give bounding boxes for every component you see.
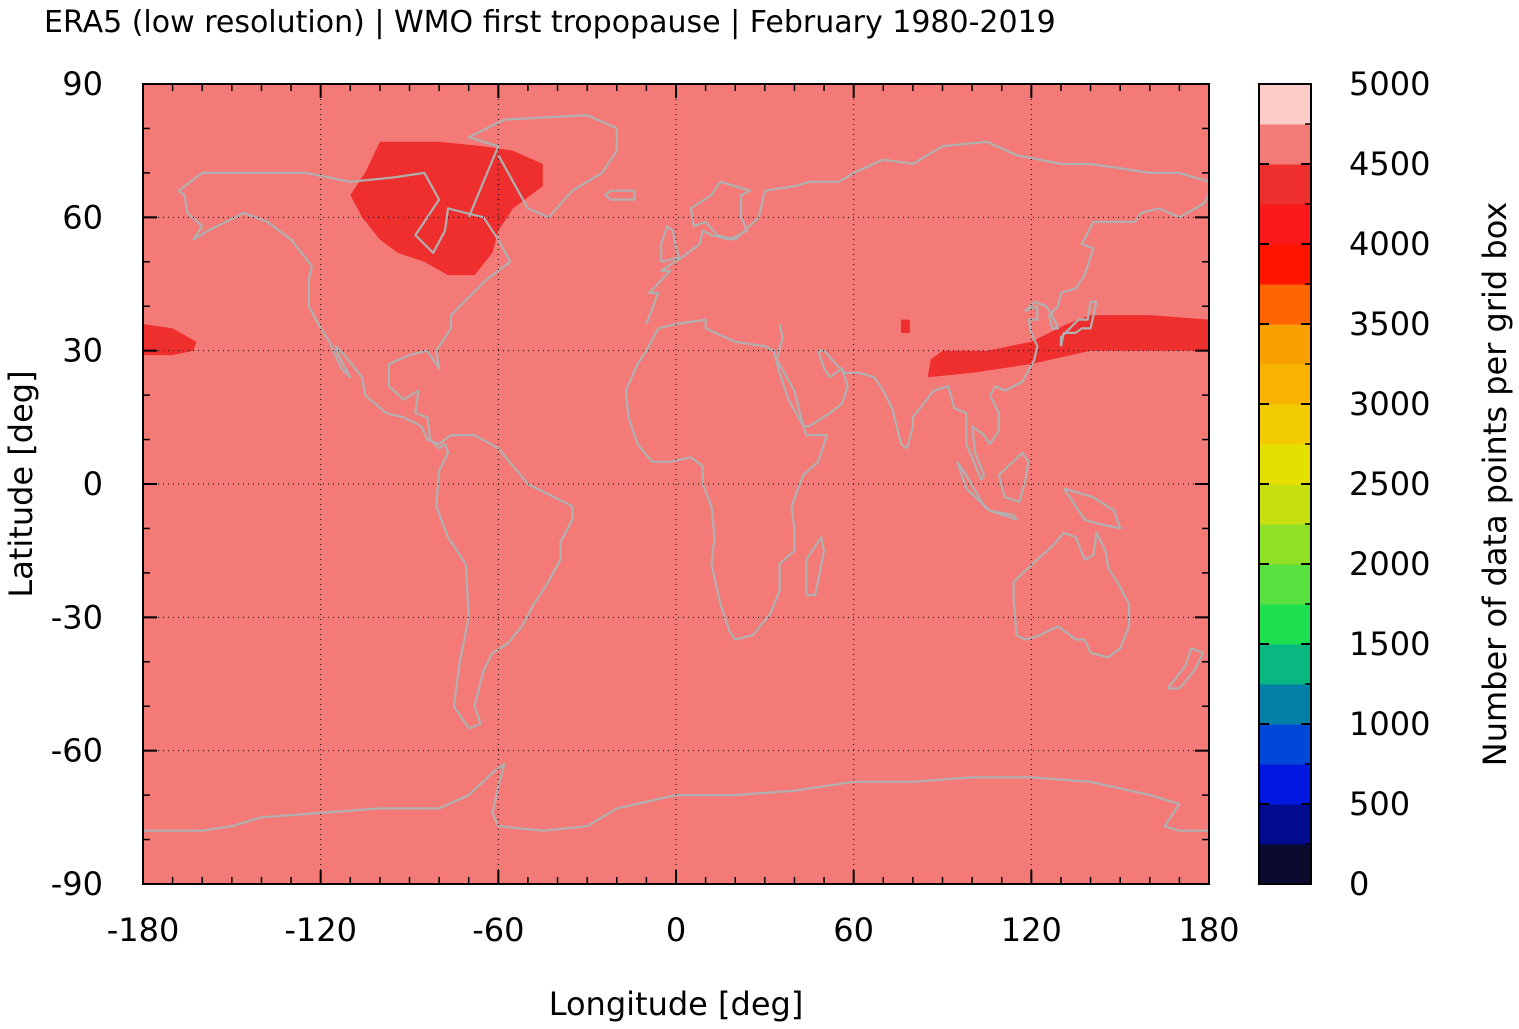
colorbar-swatch-9: [1259, 484, 1311, 525]
y-tick-label: 0: [83, 465, 103, 503]
colorbar-swatch-13: [1259, 324, 1311, 365]
colorbar-tick-label: 5000: [1349, 65, 1430, 103]
coastline-15: [604, 189, 636, 201]
colorbar-swatch-2: [1259, 764, 1311, 805]
x-tick-label: -120: [284, 911, 357, 949]
heatmap-region-0: [350, 141, 543, 276]
chart-title: ERA5 (low resolution) | WMO first tropop…: [44, 5, 1056, 40]
coastline-9: [997, 451, 1030, 503]
colorbar-swatch-14: [1259, 284, 1311, 325]
colorbar-tick-label: 500: [1349, 785, 1410, 823]
colorbar-swatch-18: [1259, 124, 1311, 165]
coastline-14: [660, 225, 681, 263]
colorbar-tick-label: 4000: [1349, 225, 1430, 263]
colorbar: 0 500 1000 1500 2000 2500 3000 3500 4000 4500 5000: [1258, 65, 1430, 903]
y-axis-ticks: 90 60 30 0 -30 -60 -90: [51, 65, 1209, 903]
coastline-3: [624, 318, 829, 641]
y-tick-label: 60: [62, 198, 103, 236]
colorbar-swatch-8: [1259, 524, 1311, 565]
x-tick-label: 60: [833, 911, 874, 949]
x-tick-label: -60: [472, 911, 524, 949]
y-tick-label: -30: [51, 598, 103, 636]
coastline-12: [1166, 647, 1205, 690]
colorbar-tick-label: 2500: [1349, 465, 1430, 503]
map-panel: [143, 84, 1210, 884]
y-axis-label: Latitude [deg]: [2, 370, 40, 597]
x-axis-ticks: -180 -120 -60 0 60 120 180: [107, 84, 1240, 949]
colorbar-swatch-6: [1259, 604, 1311, 645]
colorbar-tick-label: 0: [1349, 865, 1369, 903]
colorbar-tick-label: 1000: [1349, 705, 1430, 743]
y-tick-label: -90: [51, 865, 103, 903]
coastline-13: [143, 762, 1209, 832]
y-tick-label: 30: [62, 332, 103, 370]
coastline-4: [775, 194, 1210, 481]
colorbar-swatch-3: [1259, 724, 1311, 765]
x-tick-label: 0: [666, 911, 686, 949]
coastline-2: [645, 140, 1210, 325]
colorbar-label: Number of data points per grid box: [1476, 202, 1514, 766]
colorbar-swatch-16: [1259, 204, 1311, 245]
x-tick-label: 120: [1001, 911, 1062, 949]
colorbar-tick-label: 1500: [1349, 625, 1430, 663]
colorbar-swatch-4: [1259, 684, 1311, 725]
colorbar-swatch-12: [1259, 364, 1311, 405]
colorbar-swatch-1: [1259, 804, 1311, 845]
colorbar-swatch-0: [1259, 844, 1311, 885]
colorbar-swatch-11: [1259, 404, 1311, 445]
colorbar-tick-label: 4500: [1349, 145, 1430, 183]
x-axis-label: Longitude [deg]: [549, 985, 804, 1023]
colorbar-tick-label: 3000: [1349, 385, 1430, 423]
y-tick-label: -60: [51, 732, 103, 770]
coastline-8: [989, 509, 1018, 521]
coastline-0: [177, 171, 574, 730]
x-tick-label: 180: [1178, 911, 1239, 949]
colorbar-swatch-15: [1259, 244, 1311, 285]
heatmap-region-2: [927, 315, 1209, 378]
coastline-5: [1059, 300, 1098, 347]
x-tick-label: -180: [107, 911, 180, 949]
coastline-11: [805, 536, 826, 597]
colorbar-swatch-7: [1259, 564, 1311, 605]
coastline-7: [956, 461, 991, 512]
colorbar-swatch-5: [1259, 644, 1311, 685]
colorbar-tick-label: 2000: [1349, 545, 1430, 583]
heatmap-region-1: [143, 324, 197, 356]
colorbar-swatch-17: [1259, 164, 1311, 205]
coastline-1: [467, 114, 618, 219]
colorbar-swatch-19: [1259, 84, 1311, 125]
y-tick-label: 90: [62, 65, 103, 103]
heatmap-region-3: [901, 319, 910, 333]
colorbar-tick-label: 3500: [1349, 305, 1430, 343]
coastline-6: [1012, 531, 1131, 659]
coastline-10: [1062, 487, 1122, 530]
colorbar-swatch-10: [1259, 444, 1311, 485]
